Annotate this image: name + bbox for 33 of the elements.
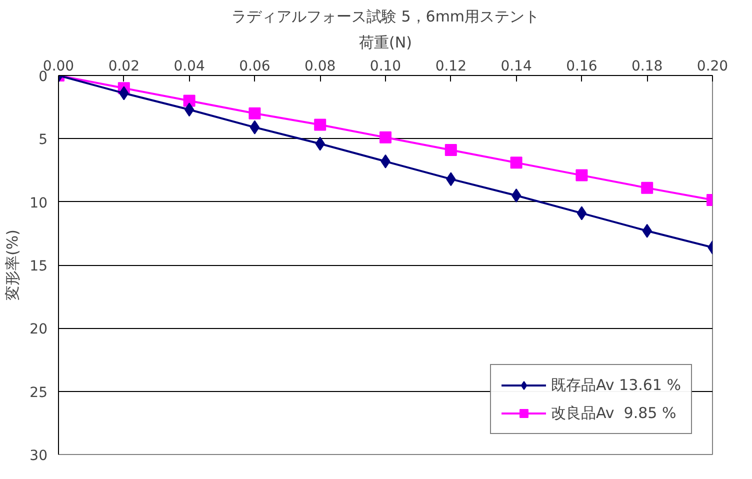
legend-label: 既存品Av 13.61 %: [551, 376, 681, 394]
x-tick-label: 0.20: [696, 58, 728, 74]
point: [248, 107, 261, 120]
y-tick-label: 30: [30, 448, 48, 464]
x-tick-label: 0.06: [239, 58, 270, 74]
point: [314, 118, 326, 131]
legend-label: 改良品Av 9.85 %: [551, 404, 676, 422]
x-tick-label: 0.16: [566, 58, 598, 74]
x-tick-label: 0.04: [174, 58, 205, 74]
point: [444, 144, 457, 156]
x-axis-title: 荷重(N): [359, 34, 412, 52]
x-tick-label: 0.12: [435, 58, 466, 74]
point: [511, 188, 522, 203]
x-tick-label: 0.14: [500, 58, 532, 74]
point: [641, 182, 654, 194]
chart-title: ラディアルフォース試験 5，6mm用ステント: [231, 8, 540, 26]
y-tick-label: 5: [38, 132, 48, 148]
point: [183, 94, 196, 107]
y-tick-label: 15: [30, 258, 48, 274]
point: [510, 156, 522, 169]
point: [576, 169, 588, 182]
x-tick-label: 0.08: [304, 58, 336, 74]
y-tick-label: 10: [30, 195, 48, 212]
y-tick-label: 25: [30, 384, 48, 401]
point: [250, 120, 260, 134]
y-axis-title: 変形率(%): [4, 230, 22, 300]
x-tick-label: 0.10: [370, 58, 402, 74]
point: [380, 131, 392, 144]
x-tick-label: 0.02: [108, 58, 140, 74]
point: [576, 206, 587, 220]
y-tick-label: 20: [30, 322, 48, 338]
point: [184, 102, 194, 117]
x-tick-label: 0.18: [632, 58, 663, 74]
